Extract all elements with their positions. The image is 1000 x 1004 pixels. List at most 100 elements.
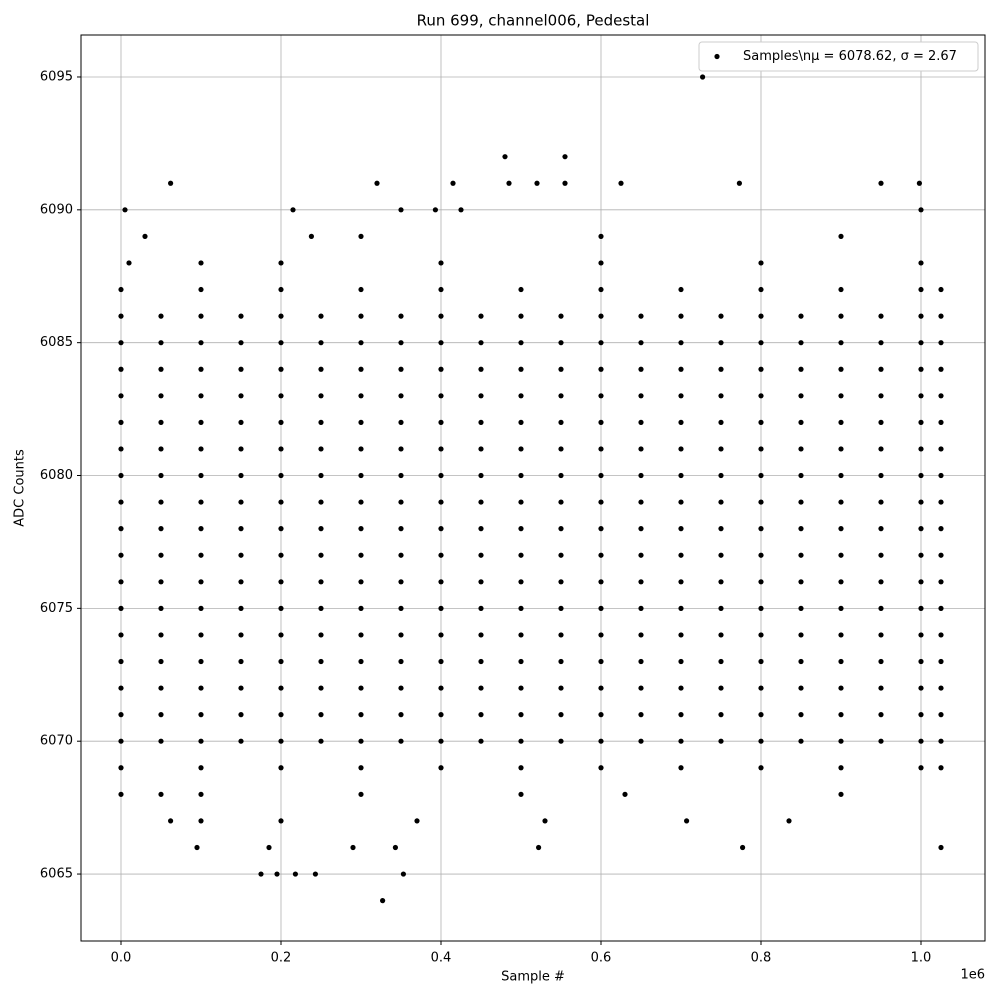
point: [318, 340, 324, 346]
point: [786, 818, 792, 824]
point: [718, 526, 724, 532]
point: [878, 393, 884, 399]
point: [598, 605, 604, 611]
point: [478, 632, 484, 638]
point: [518, 472, 524, 479]
point: [118, 791, 124, 797]
x-tick-label: 1.0: [911, 951, 932, 966]
point: [198, 499, 204, 505]
point: [678, 632, 684, 638]
point: [502, 154, 508, 160]
point: [158, 499, 164, 505]
point: [918, 340, 924, 346]
point: [198, 366, 204, 372]
point: [198, 419, 204, 425]
x-tick-label: 0.0: [111, 951, 132, 966]
point: [318, 526, 324, 532]
point: [598, 340, 604, 346]
point: [118, 446, 124, 452]
point: [358, 605, 364, 611]
point: [358, 552, 364, 558]
point: [438, 526, 444, 532]
y-axis-label: ADC Counts: [13, 449, 28, 527]
point: [318, 685, 324, 691]
point: [740, 844, 746, 851]
point: [938, 366, 944, 372]
point: [718, 658, 724, 665]
point: [158, 712, 164, 718]
point: [598, 658, 604, 665]
point: [478, 313, 484, 319]
point: [438, 472, 444, 479]
point: [438, 632, 444, 638]
point: [238, 712, 244, 718]
point: [878, 658, 884, 665]
point: [278, 658, 284, 665]
point: [238, 579, 244, 585]
point: [478, 552, 484, 558]
point: [358, 233, 364, 239]
point: [438, 446, 444, 452]
point: [518, 340, 524, 346]
point: [118, 605, 124, 611]
point: [938, 552, 944, 558]
point: [622, 791, 628, 797]
point: [598, 313, 604, 319]
point: [518, 499, 524, 505]
point: [558, 526, 564, 532]
point: [318, 605, 324, 611]
point: [878, 526, 884, 532]
point: [478, 526, 484, 532]
point: [758, 632, 764, 638]
point: [558, 499, 564, 505]
point: [938, 844, 944, 851]
point: [118, 526, 124, 532]
point: [758, 658, 764, 665]
point: [638, 446, 644, 452]
point: [798, 499, 804, 505]
point: [278, 552, 284, 558]
point: [198, 658, 204, 665]
point: [478, 366, 484, 372]
point: [598, 552, 604, 558]
point: [758, 260, 764, 266]
point: [198, 765, 204, 771]
point: [878, 180, 884, 186]
point: [838, 605, 844, 611]
point: [438, 340, 444, 346]
point: [638, 632, 644, 638]
point: [938, 446, 944, 452]
point: [638, 712, 644, 718]
point: [598, 233, 604, 239]
point: [518, 605, 524, 611]
point: [398, 552, 404, 558]
y-tick-label: 6070: [40, 734, 73, 749]
point: [118, 313, 124, 319]
point: [198, 526, 204, 532]
point: [558, 712, 564, 718]
point: [350, 844, 356, 851]
point: [838, 286, 844, 293]
point: [158, 419, 164, 425]
point: [438, 313, 444, 319]
point: [678, 685, 684, 691]
point: [938, 765, 944, 771]
point: [238, 685, 244, 691]
point: [918, 738, 924, 744]
point: [918, 366, 924, 372]
point: [598, 712, 604, 718]
point: [238, 313, 244, 319]
point: [380, 898, 386, 904]
point: [478, 499, 484, 505]
point: [938, 499, 944, 505]
point: [198, 472, 204, 479]
point: [938, 313, 944, 319]
point: [158, 340, 164, 346]
point: [598, 499, 604, 505]
point: [736, 180, 743, 186]
point: [278, 472, 284, 479]
point: [518, 579, 524, 585]
point: [598, 738, 604, 744]
point: [758, 712, 764, 718]
